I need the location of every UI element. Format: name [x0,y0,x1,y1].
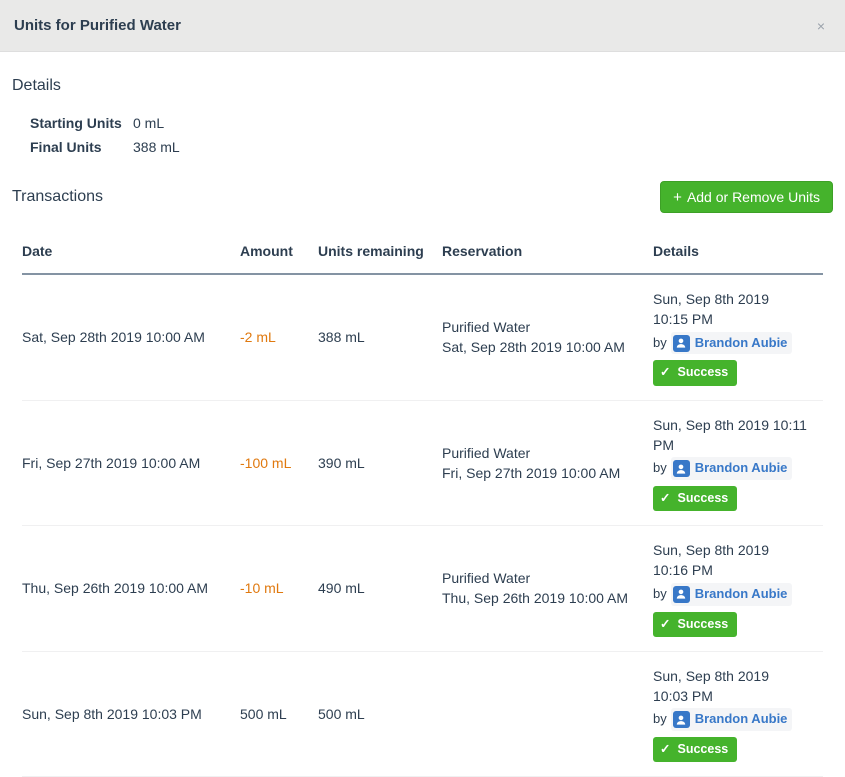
final-units-label: Final Units [30,139,102,155]
units-remaining-cell: 390 mL [318,400,442,527]
table-row: Fri, Sep 27th 2019 10:00 AM -100 mL 390 … [22,400,823,527]
plus-icon: + [673,188,682,206]
reservation-cell: Purified Water Thu, Sep 26th 2019 10:00 … [442,525,653,652]
details-cell: Sun, Sep 8th 2019 10:15 PM by Brandon Au… [653,274,823,401]
status-badge: ✓ Success [653,611,738,637]
user-icon [672,585,690,603]
status-badge: ✓ Success [653,486,738,512]
details-list: Starting Units 0 mL Final Units 388 mL [30,111,833,159]
reservation-name: Purified Water [442,318,531,335]
user-name: Brandon Aubie [694,711,788,727]
check-icon: ✓ [660,491,671,505]
by-label: by [653,334,667,350]
column-header-details: Details [653,235,823,275]
units-remaining-cell: 388 mL [318,274,442,401]
status-label: Success [677,616,729,631]
by-label: by [653,585,667,601]
date-cell: Fri, Sep 27th 2019 10:00 AM [22,400,240,527]
table-header-row: Date Amount Units remaining Reservation … [22,235,823,275]
status-badge: ✓ Success [653,737,738,763]
reservation-date: Sat, Sep 28th 2019 10:00 AM [442,339,625,356]
user-link[interactable]: Brandon Aubie [670,331,793,355]
user-name: Brandon Aubie [694,334,788,350]
table-row: Sun, Sep 8th 2019 10:03 PM 500 mL 500 mL… [22,651,823,777]
date-cell: Sat, Sep 28th 2019 10:00 AM [22,274,240,401]
column-header-units-remaining: Units remaining [318,235,442,275]
modal-title: Units for Purified Water [14,17,181,34]
modal-header: Units for Purified Water × [0,0,845,52]
details-cell: Sun, Sep 8th 2019 10:03 PM by Brandon Au… [653,651,823,777]
status-badge: ✓ Success [653,360,738,386]
reservation-name: Purified Water [442,444,531,461]
by-row: by Brandon Aubie [653,331,807,355]
check-icon: ✓ [660,616,671,631]
add-or-remove-units-button[interactable]: + Add or Remove Units [660,181,833,213]
column-header-date: Date [22,235,240,275]
units-remaining-cell: 500 mL [318,651,442,777]
details-timestamp: Sun, Sep 8th 2019 10:03 PM [653,667,769,704]
column-header-amount: Amount [240,235,318,275]
by-label: by [653,711,667,727]
detail-row-starting-units: Starting Units 0 mL [30,111,833,135]
amount-cell: -10 mL [240,525,318,652]
amount-cell: -100 mL [240,400,318,527]
transactions-tbody: Sat, Sep 28th 2019 10:00 AM -2 mL 388 mL… [22,274,823,777]
transactions-bar: Transactions + Add or Remove Units [12,181,833,213]
close-icon[interactable]: × [816,17,825,34]
table-row: Thu, Sep 26th 2019 10:00 AM -10 mL 490 m… [22,525,823,652]
status-label: Success [677,742,729,757]
transactions-table: Date Amount Units remaining Reservation … [22,235,823,777]
by-label: by [653,460,667,476]
units-remaining-cell: 490 mL [318,525,442,652]
check-icon: ✓ [660,742,671,757]
status-label: Success [677,491,729,505]
user-icon [672,711,690,729]
reservation-cell [442,651,653,777]
amount-cell: 500 mL [240,651,318,777]
reservation-name: Purified Water [442,570,531,587]
reservation-date: Fri, Sep 27th 2019 10:00 AM [442,464,621,481]
by-row: by Brandon Aubie [653,582,807,606]
detail-row-final-units: Final Units 388 mL [30,135,833,159]
by-row: by Brandon Aubie [653,708,807,732]
modal-body: Details Starting Units 0 mL Final Units … [0,77,845,777]
date-cell: Thu, Sep 26th 2019 10:00 AM [22,525,240,652]
date-cell: Sun, Sep 8th 2019 10:03 PM [22,651,240,777]
user-link[interactable]: Brandon Aubie [670,708,793,732]
details-timestamp: Sun, Sep 8th 2019 10:16 PM [653,542,769,579]
user-name: Brandon Aubie [694,585,788,601]
user-icon [672,334,690,352]
details-timestamp: Sun, Sep 8th 2019 10:11 PM [653,416,807,453]
user-link[interactable]: Brandon Aubie [670,582,793,606]
transactions-heading: Transactions [12,188,103,205]
table-row: Sat, Sep 28th 2019 10:00 AM -2 mL 388 mL… [22,274,823,401]
reservation-cell: Purified Water Fri, Sep 27th 2019 10:00 … [442,400,653,527]
amount-cell: -2 mL [240,274,318,401]
user-icon [672,460,690,478]
details-timestamp: Sun, Sep 8th 2019 10:15 PM [653,291,769,328]
by-row: by Brandon Aubie [653,457,807,480]
status-label: Success [677,365,729,380]
final-units-value: 388 mL [133,139,180,155]
details-cell: Sun, Sep 8th 2019 10:16 PM by Brandon Au… [653,525,823,652]
details-cell: Sun, Sep 8th 2019 10:11 PM by Brandon Au… [653,400,823,527]
details-heading: Details [12,77,61,94]
reservation-date: Thu, Sep 26th 2019 10:00 AM [442,590,629,607]
starting-units-label: Starting Units [30,115,122,131]
add-button-label: Add or Remove Units [686,189,820,205]
check-icon: ✓ [660,365,671,380]
starting-units-value: 0 mL [133,115,165,131]
reservation-cell: Purified Water Sat, Sep 28th 2019 10:00 … [442,274,653,401]
user-name: Brandon Aubie [694,460,788,476]
user-link[interactable]: Brandon Aubie [670,457,793,480]
column-header-reservation: Reservation [442,235,653,275]
